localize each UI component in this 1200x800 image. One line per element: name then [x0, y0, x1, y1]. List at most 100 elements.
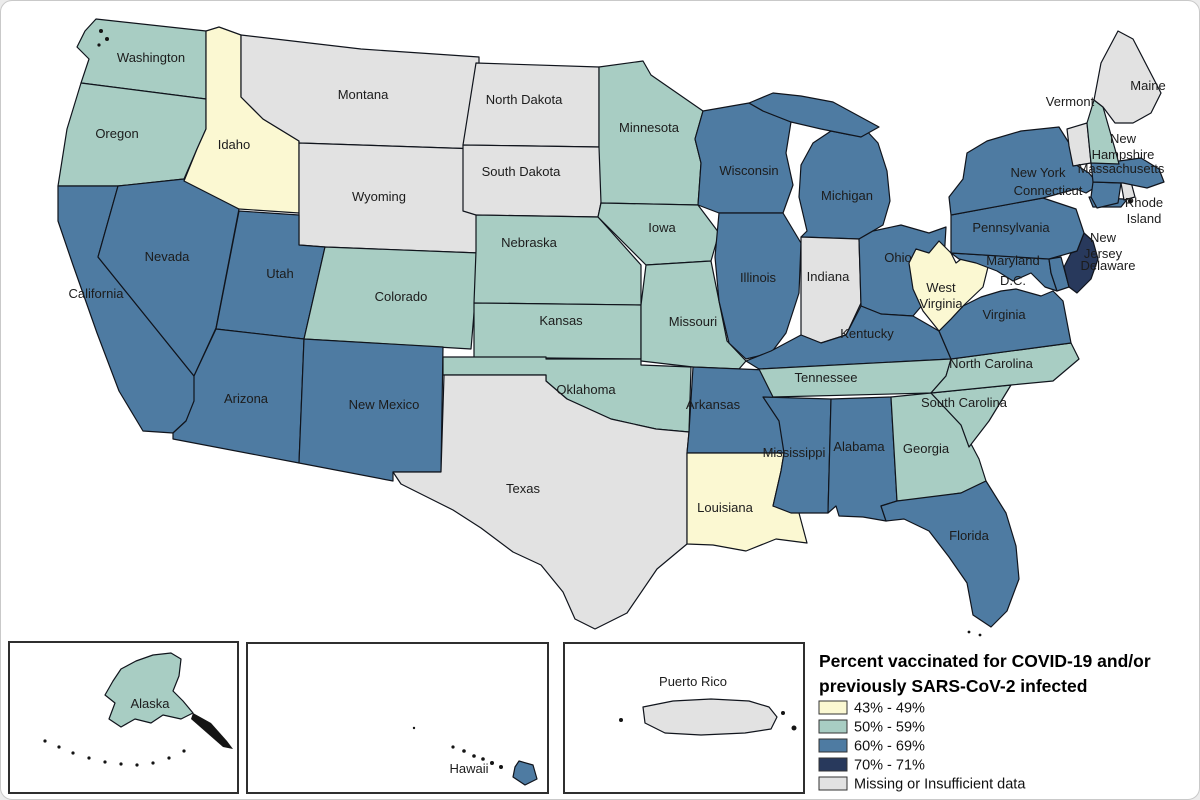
- state-label-new-jersey: New Jersey: [1084, 230, 1123, 261]
- legend-swatch-missing: [818, 776, 848, 791]
- state-label-texas: Texas: [506, 481, 540, 496]
- legend-label-60-69: 60% - 69%: [854, 739, 925, 755]
- state-label-arkansas: Arkansas: [686, 397, 741, 412]
- puerto-rico-inset-box: [563, 642, 805, 794]
- state-label-massachusetts: Massachusetts: [1078, 161, 1165, 176]
- state-label-puerto-rico: Puerto Rico: [659, 674, 727, 689]
- state-texas: [392, 374, 690, 630]
- island-dot: [490, 761, 494, 765]
- state-label-iowa: Iowa: [648, 220, 676, 235]
- state-label-vermont: Vermont: [1046, 94, 1095, 109]
- state-label-wisconsin: Wisconsin: [719, 163, 778, 178]
- state-north-carolina: [930, 342, 1080, 394]
- legend-title-line2: previously SARS-CoV-2 infected: [819, 676, 1087, 696]
- state-massachusetts: [1090, 157, 1165, 189]
- state-label-louisiana: Louisiana: [697, 500, 753, 515]
- state-label-indiana: Indiana: [807, 269, 850, 284]
- state-label-nebraska: Nebraska: [501, 235, 557, 250]
- state-label-new-hampshire: New Hampshire: [1092, 131, 1155, 162]
- state-missouri: [640, 260, 747, 370]
- legend-label-missing: Missing or Insufficient data: [854, 777, 1026, 793]
- state-puerto-rico: [642, 698, 778, 736]
- state-illinois: [714, 212, 802, 360]
- state-label-delaware: Delaware: [1081, 258, 1136, 273]
- state-label-kentucky: Kentucky: [840, 326, 894, 341]
- island-dot: [791, 725, 797, 731]
- state-label-oregon: Oregon: [95, 126, 138, 141]
- map-decor-layer: [43, 29, 1132, 769]
- state-label-missouri: Missouri: [669, 314, 718, 329]
- states-layer: [57, 18, 1165, 786]
- island-dot: [119, 762, 123, 766]
- state-label-virginia: Virginia: [982, 307, 1026, 322]
- state-label-pennsylvania: Pennsylvania: [972, 220, 1050, 235]
- island-dot: [481, 757, 485, 761]
- state-label-minnesota: Minnesota: [619, 120, 680, 135]
- island-dot: [99, 29, 103, 33]
- state-michigan: [798, 128, 891, 240]
- state-delaware: [1048, 256, 1070, 292]
- island-dot: [135, 763, 139, 767]
- island-dot: [151, 761, 155, 765]
- legend-swatch-43-49: [818, 700, 848, 715]
- state-label-new-york: New York: [1011, 165, 1066, 180]
- legend-label-70-71: 70% - 71%: [854, 758, 925, 774]
- island-dot: [1128, 199, 1132, 203]
- state-label-tennessee: Tennessee: [795, 370, 858, 385]
- state-labels-layer: Washington Oregon California Nevada Idaho Mon…: [69, 50, 1166, 776]
- legend-swatch-50-59: [818, 719, 848, 734]
- state-label-maine: Maine: [1130, 78, 1165, 93]
- state-alaska: [104, 652, 194, 728]
- island-dot: [412, 726, 416, 730]
- island-dot: [103, 760, 107, 764]
- island-dot: [71, 751, 75, 755]
- island-dot: [781, 711, 785, 715]
- state-label-oklahoma: Oklahoma: [556, 382, 616, 397]
- legend-label-50-59: 50% - 59%: [854, 720, 925, 736]
- state-label-maryland: Maryland: [986, 253, 1039, 268]
- state-label-new-mexico: New Mexico: [349, 397, 420, 412]
- state-label-south-dakota: South Dakota: [482, 164, 562, 179]
- island-dot: [97, 43, 101, 47]
- state-label-georgia: Georgia: [903, 441, 950, 456]
- state-south-dakota: [462, 144, 606, 218]
- state-label-west-virginia: West Virginia: [919, 280, 963, 311]
- state-label-wyoming: Wyoming: [352, 189, 406, 204]
- island-dot: [978, 633, 982, 637]
- state-wisconsin: [694, 102, 794, 214]
- state-kansas: [473, 302, 642, 360]
- state-label-alabama: Alabama: [833, 439, 885, 454]
- state-label-colorado: Colorado: [375, 289, 428, 304]
- state-michigan: [748, 92, 880, 138]
- state-label-alaska: Alaska: [130, 696, 170, 711]
- island-dot: [105, 37, 109, 41]
- island-dot: [499, 765, 503, 769]
- state-florida: [880, 480, 1020, 628]
- state-label-kansas: Kansas: [539, 313, 583, 328]
- island-dot: [87, 756, 91, 760]
- island-dot: [967, 630, 971, 634]
- island-dot: [619, 718, 623, 722]
- island-dot: [462, 749, 466, 753]
- island-dot: [167, 756, 171, 760]
- state-vermont: [1066, 122, 1092, 167]
- state-colorado: [303, 246, 480, 350]
- state-maine: [1093, 30, 1162, 124]
- state-label-ohio: Ohio: [884, 250, 911, 265]
- island-dot: [451, 745, 455, 749]
- state-label-d-c: D.C.: [1000, 273, 1026, 288]
- state-label-arizona: Arizona: [224, 391, 269, 406]
- legend-items: 43% - 49% 50% - 59% 60% - 69% 70% - 71% Miss…: [818, 700, 1026, 793]
- state-label-utah: Utah: [266, 266, 293, 281]
- state-label-north-dakota: North Dakota: [486, 92, 563, 107]
- state-alabama: [827, 396, 898, 522]
- state-label-montana: Montana: [338, 87, 389, 102]
- hawaii-inset-box: [246, 642, 549, 794]
- state-label-idaho: Idaho: [218, 137, 251, 152]
- state-label-florida: Florida: [949, 528, 990, 543]
- legend-swatch-70-71: [818, 757, 848, 772]
- island-dot: [57, 745, 61, 749]
- legend-title-line1: Percent vaccinated for COVID-19 and/or: [819, 651, 1151, 671]
